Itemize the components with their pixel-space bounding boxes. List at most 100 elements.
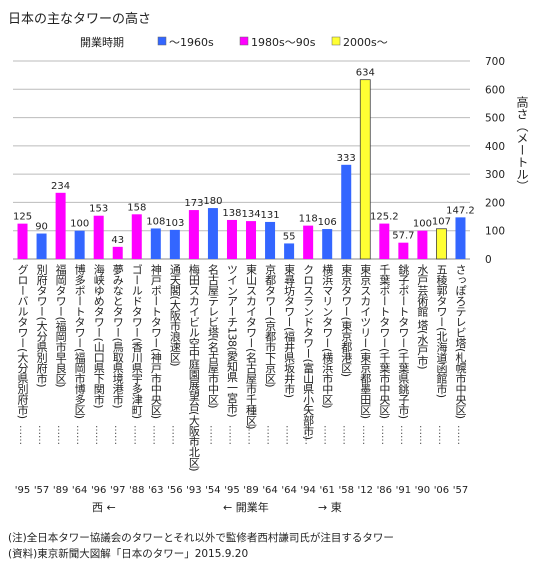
category-label: クロスランドタワー(富山県小矢部市) <box>302 264 315 440</box>
data-label: 147.2 <box>446 205 475 216</box>
category-label: ツインアーチ138(愛知県一宮市) <box>225 264 238 417</box>
y-tick-label: 700 <box>485 56 505 68</box>
x-axis-label: ← 開業年 <box>223 500 269 514</box>
data-label: 131 <box>261 210 280 221</box>
data-label: 333 <box>337 153 356 164</box>
category-label: グローバルタワー(大分県別府市) <box>16 264 29 419</box>
bar <box>246 221 257 259</box>
legend-entry: 〜1960s <box>169 36 214 49</box>
category-label: ゴールドタワー(香川県宇多津町) <box>130 263 143 419</box>
leader-dots: …… <box>322 425 333 445</box>
west-label: 西 ← <box>92 501 116 514</box>
year-label: '54 <box>205 485 220 496</box>
legend-entry: 2000s〜 <box>343 36 388 49</box>
category-label: 東京タワー(東京都港区) <box>340 264 353 377</box>
data-label: 103 <box>165 218 184 229</box>
bar <box>436 228 447 260</box>
data-label: 43 <box>111 235 124 246</box>
category-label: 横浜マリンタワー(横浜市中区) <box>321 263 334 409</box>
data-label: 173 <box>184 198 203 209</box>
bar <box>131 214 142 259</box>
year-label: '61 <box>319 485 334 496</box>
category-label: 東京スカイツリー(東京都墨田区) <box>359 264 372 419</box>
bar <box>379 223 390 259</box>
category-label: 博多ポートタワー(福岡市博多区) <box>73 264 86 419</box>
year-label: '89 <box>53 485 68 496</box>
bar <box>112 246 123 259</box>
leader-dots: …… <box>226 425 237 445</box>
legend-swatch <box>157 36 167 46</box>
year-label: '91 <box>396 485 411 496</box>
category-label: 銚子ポートタワー(千葉県銚子市) <box>397 263 410 419</box>
bar <box>303 225 314 259</box>
leader-dots: …… <box>112 425 123 445</box>
data-label: 100 <box>70 219 89 230</box>
y-tick-label: 300 <box>485 169 505 181</box>
leader-dots: …… <box>436 425 447 445</box>
category-label: 神戸ポートタワー(神戸市中央区) <box>149 263 162 419</box>
leader-dots: …… <box>284 425 295 445</box>
year-label: '57 <box>34 485 49 496</box>
category-label: 水戸芸術館 塔(水戸市) <box>416 264 429 370</box>
legend-swatch <box>331 36 341 46</box>
leader-dots: …… <box>17 425 28 445</box>
y-tick-label: 400 <box>485 141 505 153</box>
year-label: '97 <box>110 485 125 496</box>
category-label: 東山スカイタワー(名古屋市千種区) <box>245 264 258 430</box>
legend-swatch <box>239 36 249 46</box>
category-label: 名古屋テレビ塔(名古屋市中区) <box>206 263 219 409</box>
year-label: '94 <box>300 485 315 496</box>
data-source: (資料)東京新聞大図解「日本のタワー」2015.9.20 <box>8 548 249 560</box>
y-tick-label: 600 <box>485 84 505 96</box>
data-label: 107 <box>432 217 451 228</box>
data-label: 118 <box>299 214 318 225</box>
data-label: 90 <box>35 222 48 233</box>
leader-dots: …… <box>341 425 352 445</box>
leader-dots: …… <box>131 425 142 445</box>
year-label: '95 <box>224 485 239 496</box>
data-label: 125 <box>13 212 32 223</box>
category-label: 梅田スカイビル空中庭園展望台(大阪市北区) <box>187 263 200 472</box>
leader-dots: …… <box>417 425 428 445</box>
bar <box>226 219 237 259</box>
data-label: 108 <box>146 216 165 227</box>
leader-dots: …… <box>150 425 161 445</box>
leader-dots: …… <box>55 425 66 445</box>
data-label: 106 <box>318 217 337 228</box>
data-label: 57.7 <box>392 231 414 242</box>
leader-dots: …… <box>207 425 218 445</box>
leader-dots: …… <box>398 425 409 445</box>
data-label: 138 <box>222 208 241 219</box>
year-label: '63 <box>148 485 163 496</box>
bar <box>341 164 352 259</box>
data-label: 634 <box>356 68 375 79</box>
chart-title: 日本の主なタワーの高さ <box>8 12 152 27</box>
bar <box>169 229 180 259</box>
year-label: '96 <box>91 485 106 496</box>
bar <box>455 217 466 259</box>
category-label: 五稜郭タワー(北海道函館市) <box>435 264 448 398</box>
y-tick-label: 100 <box>485 226 505 238</box>
bar <box>398 242 409 259</box>
y-axis-label: 高さ（メートル） <box>515 95 529 192</box>
leader-dots: …… <box>265 425 276 445</box>
category-label: 夢みなとタワー(鳥取県境港市) <box>111 264 124 409</box>
data-label: 234 <box>51 181 70 192</box>
leader-dots: …… <box>455 425 466 445</box>
bar <box>17 223 28 259</box>
leader-dots: …… <box>379 425 390 445</box>
bar <box>150 228 161 259</box>
data-label: 158 <box>127 202 146 213</box>
east-label: → 東 <box>318 501 342 514</box>
bar <box>36 233 47 259</box>
source-note: (注)全日本タワー協議会のタワーとそれ以外で監修者西村謙司氏が注目するタワー <box>8 532 394 544</box>
category-label: 京都タワー(京都市下京区) <box>264 263 277 388</box>
bar <box>417 230 428 259</box>
bar <box>93 215 104 259</box>
category-label: さっぽろテレビ塔(札幌市中央区) <box>454 264 467 419</box>
year-label: '64 <box>72 485 87 496</box>
year-label: '86 <box>377 485 392 496</box>
year-label: '56 <box>167 485 182 496</box>
year-label: '57 <box>453 485 468 496</box>
